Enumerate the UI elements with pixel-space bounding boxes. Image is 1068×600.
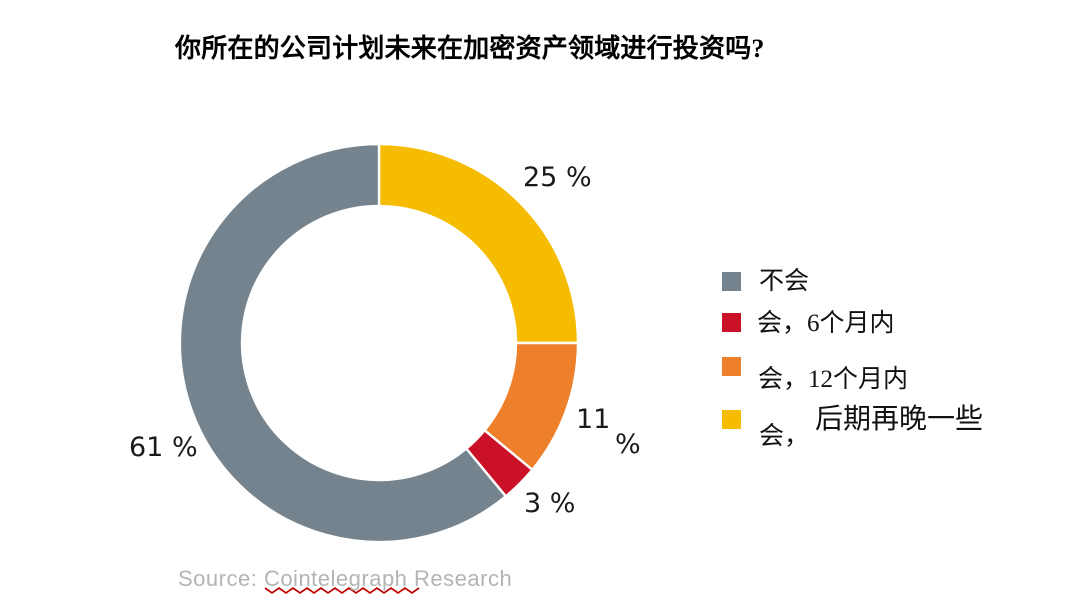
source-suffix: Research [407,566,513,591]
data-label-11: 11% [576,406,641,459]
source-note: Source: Cointelegraph Research [178,566,512,592]
spellcheck-squiggle [264,586,420,595]
data-label-61: 61 % [129,432,198,463]
data-label-11-number: 11 [576,404,611,435]
chart-title: 你所在的公司计划未来在加密资产领域进行投资吗? [175,34,765,63]
data-label-25: 25 % [523,162,592,193]
source-cointelegraph: Cointelegraph [263,566,408,591]
source-prefix: Source: [178,566,264,591]
donut-slice-0 [178,142,507,544]
data-label-3: 3 % [524,488,576,519]
data-label-11-percent: % [615,429,641,460]
